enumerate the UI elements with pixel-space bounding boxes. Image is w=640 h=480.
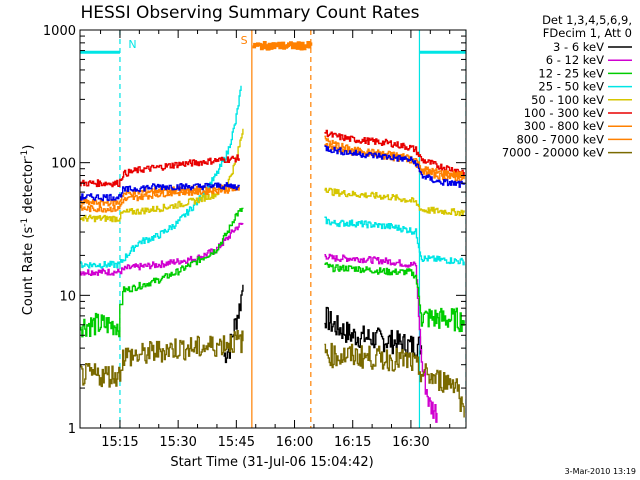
x-tick-label: 15:30: [159, 435, 196, 450]
y-axis-label-sup1: -1: [20, 218, 30, 227]
night-label: N: [128, 38, 136, 51]
y-axis-label: Count Rate (s-1 detector-1): [20, 145, 36, 316]
series-7-segment-1: [324, 135, 465, 178]
x-tick-label: 16:15: [334, 435, 371, 450]
series-9-segment-1: [324, 342, 465, 418]
legend-label: 25 - 50 keV: [538, 80, 604, 94]
saa-label: S: [241, 34, 248, 47]
legend-label: 7000 - 20000 keV: [502, 146, 604, 160]
footer-timestamp: 3-Mar-2010 13:19: [565, 467, 636, 476]
x-tick-label: 15:15: [101, 435, 138, 450]
series-9-segment-0: [80, 330, 244, 388]
series-3-segment-0: [80, 85, 242, 269]
plot-frame: [79, 29, 467, 429]
y-axis-label-mid: detector: [21, 158, 36, 218]
chart-title: HESSI Observing Summary Count Rates: [80, 3, 419, 23]
x-tick-label: 16:30: [392, 435, 429, 450]
series-4-segment-1: [324, 187, 465, 217]
series-3-segment-1: [324, 216, 465, 266]
series-6-segment-0: [80, 185, 240, 213]
legend-label: 800 - 7000 keV: [516, 132, 604, 146]
y-axis-label-end: ): [21, 145, 36, 150]
series-2-segment-1: [324, 262, 465, 333]
y-axis-ticks: 1 10 100 1000: [43, 24, 466, 437]
series-1-segment-1: [324, 253, 438, 423]
series-8-segment-0: [80, 182, 240, 202]
y-tick-label: 10: [59, 289, 76, 304]
x-axis-ticks: 15:15 15:30 15:45 16:00 16:15 16:30: [100, 30, 451, 450]
y-tick-label: 1000: [43, 24, 76, 39]
legend-label: 3 - 6 keV: [553, 40, 604, 54]
x-tick-label: 15:45: [218, 435, 255, 450]
x-axis-label: Start Time (31-Jul-06 15:04:42): [170, 455, 373, 470]
series-8-segment-1: [324, 145, 465, 188]
series-7-segment-0: [80, 184, 240, 207]
series-4-segment-0: [80, 128, 244, 223]
legend-label: 300 - 800 keV: [524, 119, 604, 133]
y-tick-label: 1: [68, 422, 76, 437]
legend-label: 12 - 25 keV: [538, 66, 604, 80]
legend-label: 6 - 12 keV: [546, 53, 604, 67]
x-tick-label: 16:00: [276, 435, 313, 450]
series-5-segment-0: [80, 154, 240, 188]
series-5-segment-1: [324, 129, 465, 176]
series-0-segment-0: [223, 284, 244, 364]
orbit-markers: [80, 30, 466, 428]
legend: Det 1,3,4,5,6,9, FDecim 1, Att 0 3 - 6 k…: [502, 13, 632, 160]
legend-header-line-2: FDecim 1, Att 0: [543, 26, 632, 40]
legend-header-line-1: Det 1,3,4,5,6,9,: [542, 13, 632, 27]
series-6-segment-2: [252, 41, 313, 51]
series-0-segment-1: [324, 306, 423, 358]
y-tick-label: 100: [51, 157, 76, 172]
legend-label: 50 - 100 keV: [531, 93, 604, 107]
y-axis-label-sup2: -1: [20, 150, 30, 159]
series-lines: [80, 41, 465, 423]
y-axis-label-main: Count Rate (s: [21, 227, 36, 316]
legend-label: 100 - 300 keV: [524, 106, 604, 120]
series-2-segment-0: [80, 207, 244, 338]
